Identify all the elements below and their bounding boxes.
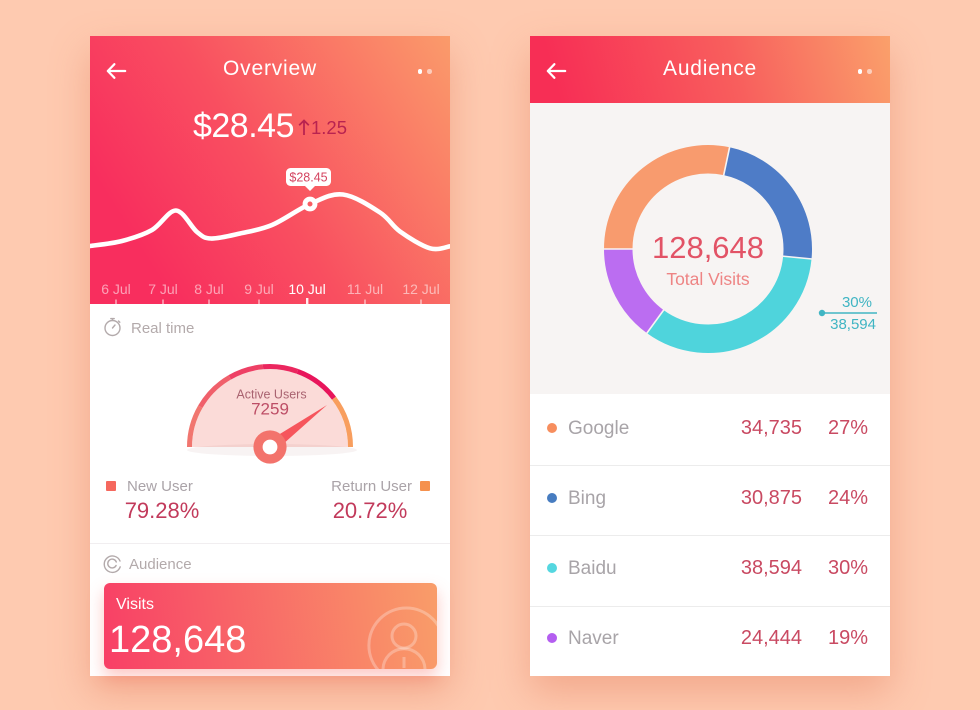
svg-text:38,594: 38,594 bbox=[830, 316, 876, 333]
svg-text:$28.45: $28.45 bbox=[289, 171, 327, 185]
svg-text:30%: 30% bbox=[842, 294, 872, 311]
svg-text:7259: 7259 bbox=[251, 400, 289, 419]
svg-text:128,648: 128,648 bbox=[652, 230, 764, 265]
svg-text:Active Users: Active Users bbox=[236, 388, 306, 402]
svg-text:Total Visits: Total Visits bbox=[666, 269, 750, 289]
